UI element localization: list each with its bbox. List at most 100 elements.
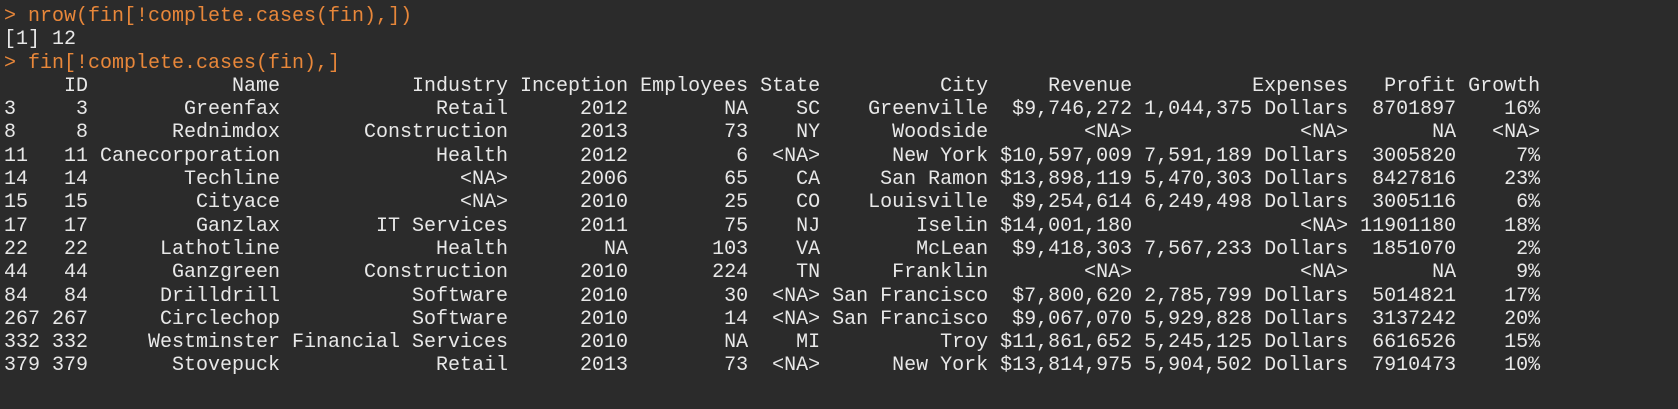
table-cell: $9,418,303 [1012, 237, 1133, 261]
table-cell: 2006 [580, 168, 629, 192]
table-cell: 5,470,303 Dollars [1144, 168, 1349, 192]
row-name: 11 [4, 144, 29, 168]
table-cell: 5,904,502 Dollars [1144, 354, 1349, 378]
table-cell: <NA> [1084, 121, 1133, 145]
table-cell: <NA> [1300, 121, 1349, 145]
table-cell: Techline [184, 168, 281, 192]
table-cell: 1,044,375 Dollars [1144, 98, 1349, 122]
table-cell: 6 [736, 144, 749, 168]
table-cell: IT Services [376, 214, 509, 238]
table-cell: Stovepuck [171, 354, 281, 378]
table-cell: $9,067,070 [1012, 307, 1133, 331]
table-cell: <NA> [772, 354, 821, 378]
table-row: 11 11 Canecorporation Health 2012 6 <NA> New Yo… [4, 145, 1678, 168]
table-cell: 2010 [580, 191, 629, 215]
table-cell: $13,814,975 [1000, 354, 1133, 378]
table-cell: 3005116 [1372, 191, 1457, 215]
table-cell: 7,567,233 Dollars [1144, 237, 1349, 261]
table-row: 17 17 Ganzlax IT Services 2011 75 NJ Iselin $14,… [4, 215, 1678, 238]
column-header: Inception [520, 74, 629, 98]
table-cell: 11901180 [1360, 214, 1457, 238]
table-cell: $13,898,119 [1000, 168, 1133, 192]
table-cell: 44 [63, 261, 88, 285]
row-name: 267 [4, 307, 41, 331]
table-cell: Health [436, 144, 509, 168]
column-header: Employees [640, 74, 749, 98]
table-cell: 224 [712, 261, 749, 285]
table-cell: 8 [75, 121, 88, 145]
table-cell: 73 [724, 121, 749, 145]
table-cell: 2% [1516, 237, 1541, 261]
table-cell: Canecorporation [100, 144, 281, 168]
table-cell: Software [412, 284, 509, 308]
table-cell: 7,591,189 Dollars [1144, 144, 1349, 168]
table-cell: 267 [52, 307, 89, 331]
table-row: 3 3 Greenfax Retail 2012 NA SC Greenville $9,746… [4, 98, 1678, 121]
table-cell: <NA> [1300, 261, 1349, 285]
table-cell: CA [796, 168, 821, 192]
table-cell: NY [796, 121, 821, 145]
table-cell: Ganzlax [196, 214, 281, 238]
table-cell: 6% [1516, 191, 1541, 215]
row-name: 22 [4, 237, 29, 261]
table-cell: 379 [52, 354, 89, 378]
table-cell: Health [436, 237, 509, 261]
table-cell: 2,785,799 Dollars [1144, 284, 1349, 308]
table-cell: Construction [364, 121, 509, 145]
table-cell: 6,249,498 Dollars [1144, 191, 1349, 215]
table-cell: 8427816 [1372, 168, 1457, 192]
table-cell: <NA> [460, 168, 509, 192]
table-cell: 2012 [580, 144, 629, 168]
table-cell: 73 [724, 354, 749, 378]
column-header: City [940, 74, 989, 98]
table-cell: <NA> [1084, 261, 1133, 285]
table-cell: 14 [724, 307, 749, 331]
column-header: Profit [1384, 74, 1457, 98]
table-row: 14 14 Techline <NA> 2006 65 CA San Ramon $13,898… [4, 168, 1678, 191]
table-cell: 17% [1504, 284, 1541, 308]
table-cell: CO [796, 191, 821, 215]
table-cell: 3 [75, 98, 88, 122]
table-cell: 9% [1516, 261, 1541, 285]
table-cell: Ganzgreen [171, 261, 281, 285]
table-cell: 3137242 [1372, 307, 1457, 331]
table-cell: Lathotline [159, 237, 281, 261]
table-cell: NA [1432, 121, 1457, 145]
table-cell: VA [796, 237, 821, 261]
table-cell: 84 [63, 284, 88, 308]
column-header: Expenses [1252, 74, 1349, 98]
row-name: 15 [4, 191, 29, 215]
table-cell: SC [796, 98, 821, 122]
table-cell: 5014821 [1372, 284, 1457, 308]
table-row: 332 332 Westminster Financial Services 2010 N… [4, 331, 1678, 354]
table-row: 379 379 Stovepuck Retail 2013 73 <NA> New York $… [4, 354, 1678, 377]
table-cell: NA [724, 98, 749, 122]
table-cell: Retail [436, 354, 509, 378]
table-cell: 30 [724, 284, 749, 308]
table-cell: New York [892, 144, 989, 168]
row-name: 379 [4, 354, 41, 378]
table-row: 8 8 Rednimdox Construction 2013 73 NY Woodside <… [4, 121, 1678, 144]
row-name: 8 [4, 121, 17, 145]
table-cell: New York [892, 354, 989, 378]
table-cell: 2011 [580, 214, 629, 238]
table-cell: NA [604, 237, 629, 261]
table-cell: 103 [712, 237, 749, 261]
table-cell: 20% [1504, 307, 1541, 331]
table-cell: 11 [63, 144, 88, 168]
row-name: 84 [4, 284, 29, 308]
table-cell: Construction [364, 261, 509, 285]
row-name: 44 [4, 261, 29, 285]
table-cell: 14 [63, 168, 88, 192]
table-cell: 10% [1504, 354, 1541, 378]
table-cell: Greenville [868, 98, 989, 122]
table-cell: 2013 [580, 354, 629, 378]
table-cell: McLean [916, 237, 989, 261]
table-cell: 16% [1504, 98, 1541, 122]
table-row: 22 22 Lathotline Health NA 103 VA McLean $9,418,… [4, 238, 1678, 261]
table-cell: 2010 [580, 307, 629, 331]
command-line: > nrow(fin[!complete.cases(fin),]) [4, 5, 413, 28]
row-name: 17 [4, 214, 29, 238]
table-cell: 18% [1504, 214, 1541, 238]
